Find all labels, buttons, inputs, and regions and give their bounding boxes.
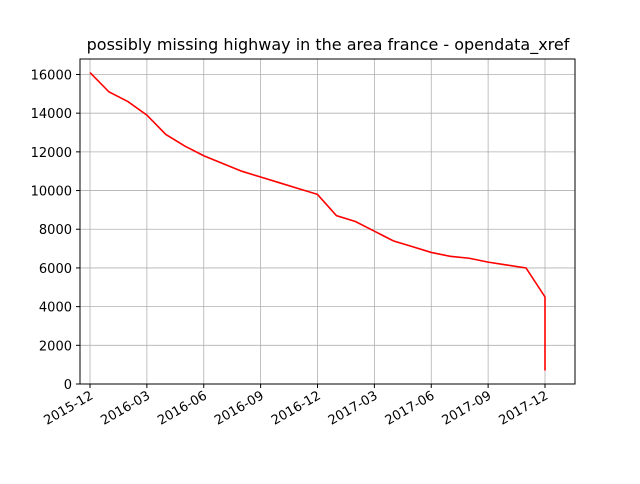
- data-line: [89, 71, 546, 371]
- y-tick-label: 0: [64, 378, 72, 393]
- x-tick-label: 2017-06: [383, 388, 438, 428]
- y-tick-label: 10000: [31, 185, 72, 200]
- y-tick-label: 8000: [39, 223, 72, 238]
- x-tick-label: 2016-12: [269, 388, 324, 428]
- y-tick-label: 2000: [39, 339, 72, 354]
- x-tick-label: 2017-09: [440, 388, 495, 428]
- y-tick-label: 14000: [31, 107, 72, 122]
- x-tick-label: 2016-09: [212, 388, 267, 428]
- plot-frame: [79, 58, 576, 385]
- x-tick-label: 2017-12: [496, 388, 551, 428]
- x-tick-label: 2015-12: [41, 388, 96, 428]
- x-tick-label: 2016-06: [155, 388, 210, 428]
- y-tick-label: 6000: [39, 262, 72, 277]
- x-tick-label: 2017-03: [326, 388, 381, 428]
- y-tick-label: 4000: [39, 301, 72, 316]
- chart-title: possibly missing highway in the area fra…: [87, 35, 570, 55]
- x-tick-label: 2016-03: [98, 388, 153, 428]
- y-tick-label: 12000: [31, 146, 72, 161]
- y-tick-label: 16000: [31, 68, 72, 83]
